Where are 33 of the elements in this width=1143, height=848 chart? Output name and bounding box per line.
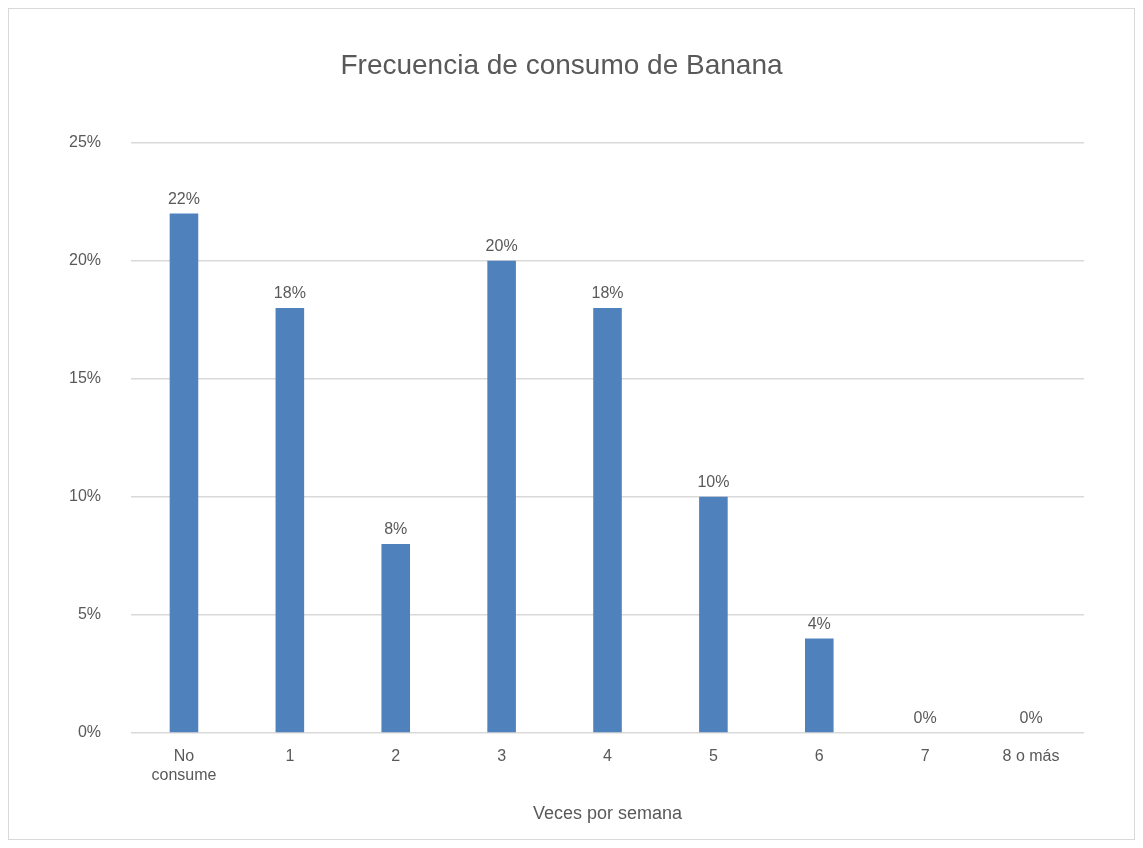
bar [381, 544, 411, 733]
x-tick-label: No consume [151, 747, 217, 784]
y-tick-label: 25% [68, 133, 102, 151]
data-label: 0% [1019, 709, 1043, 727]
data-label: 18% [273, 284, 306, 302]
chart-title: Frecuencia de consumo de Banana [340, 48, 783, 80]
data-label: 8% [384, 520, 408, 538]
bar [169, 213, 199, 733]
data-label: 4% [807, 614, 831, 632]
bar [487, 260, 516, 733]
x-tick-label: 1 [285, 747, 295, 765]
x-tick-label: 2 [391, 747, 401, 765]
x-tick-label: 5 [708, 747, 718, 765]
x-tick-label: 6 [814, 747, 824, 765]
bar [275, 307, 305, 733]
x-axis-title: Veces por semana [532, 803, 684, 824]
x-tick-label: 4 [603, 747, 613, 765]
data-label: 22% [167, 189, 200, 207]
y-tick-label: 5% [77, 605, 102, 623]
x-tick-label: 7 [920, 747, 930, 765]
data-label: 0% [913, 709, 937, 727]
y-tick-label: 10% [68, 487, 102, 505]
x-tick-label: 8 o más [1002, 747, 1060, 765]
y-tick-label: 15% [68, 369, 102, 387]
bar [593, 307, 622, 733]
data-label: 18% [591, 284, 624, 302]
x-tick-label: 3 [497, 747, 507, 765]
y-tick-label: 0% [77, 723, 102, 741]
bar [804, 638, 834, 733]
data-label: 10% [697, 473, 730, 491]
data-label: 20% [485, 237, 518, 255]
y-tick-label: 20% [68, 251, 102, 269]
bar [699, 496, 728, 733]
